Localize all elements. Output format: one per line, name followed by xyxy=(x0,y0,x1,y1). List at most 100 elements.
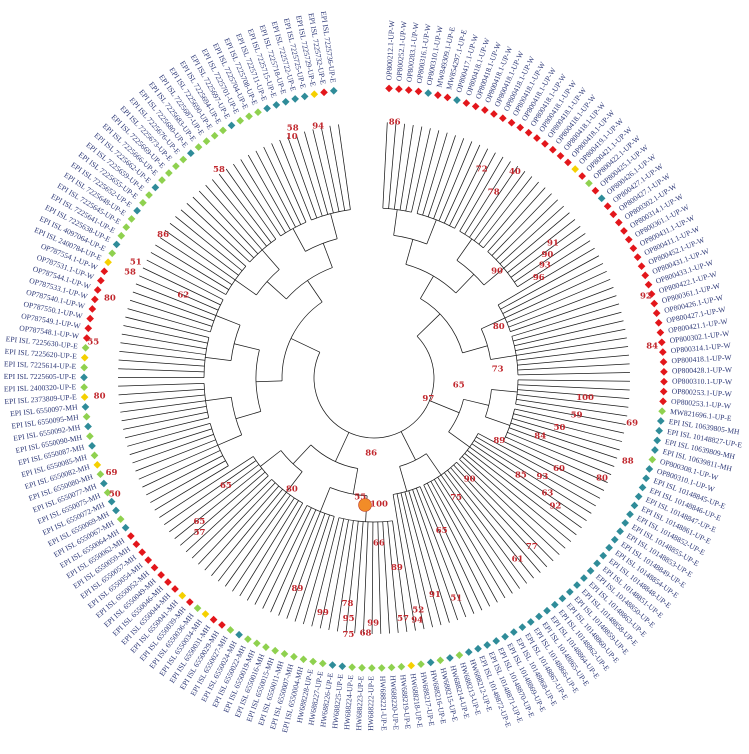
diamond-icon xyxy=(645,281,653,289)
tip-branch xyxy=(198,483,275,564)
diamond-icon xyxy=(660,368,668,376)
bootstrap-value: 72 xyxy=(476,165,488,175)
diamond-icon xyxy=(587,567,595,575)
diamond-icon xyxy=(128,215,136,223)
diamond-icon xyxy=(508,119,516,127)
internal-arc xyxy=(457,260,484,285)
bootstrap-value: 80 xyxy=(104,293,116,303)
diamond-icon xyxy=(211,132,219,140)
internal-branch xyxy=(320,488,330,512)
diamond-icon xyxy=(263,105,271,113)
diamond-icon xyxy=(89,305,97,313)
diamond-icon xyxy=(405,86,413,94)
diamond-icon xyxy=(300,655,308,663)
tip-branch xyxy=(516,338,627,356)
diamond-icon xyxy=(456,651,464,659)
internal-branch xyxy=(406,239,413,264)
diamond-icon xyxy=(658,338,666,346)
diamond-icon xyxy=(593,560,601,568)
diamond-icon xyxy=(388,664,396,672)
root-arc xyxy=(314,336,434,438)
tip-branch xyxy=(205,486,279,570)
diamond-icon xyxy=(453,96,461,104)
bootstrap-value: 75 xyxy=(342,630,354,640)
internal-arc xyxy=(406,264,456,293)
diamond-icon xyxy=(616,528,624,536)
diamond-icon xyxy=(631,502,639,510)
tip-branch xyxy=(212,180,266,247)
diamond-icon xyxy=(138,548,146,556)
internal-arc xyxy=(282,302,322,381)
tip-branch xyxy=(133,434,214,463)
bootstrap-value: 85 xyxy=(515,470,527,480)
diamond-icon xyxy=(320,89,328,97)
tip-branch xyxy=(122,334,207,349)
bootstrap-value: 95 xyxy=(343,614,355,624)
bootstrap-value: 65 xyxy=(193,517,205,527)
diamond-icon xyxy=(97,277,105,285)
bootstrap-value: 80 xyxy=(493,322,505,332)
diamond-icon xyxy=(178,592,186,600)
internal-branch xyxy=(293,229,305,252)
diamond-icon xyxy=(84,324,92,332)
diamond-icon xyxy=(592,187,600,195)
diamond-icon xyxy=(244,635,252,643)
bootstrap-value: 59 xyxy=(571,411,583,421)
diamond-icon xyxy=(108,249,116,257)
tip-branch xyxy=(513,414,622,442)
diamond-icon xyxy=(566,588,574,596)
diamond-icon xyxy=(653,437,661,445)
diamond-icon xyxy=(329,661,337,669)
internal-branch xyxy=(485,417,510,426)
diamond-icon xyxy=(395,85,403,93)
tip-branch xyxy=(434,479,505,598)
diamond-icon xyxy=(648,456,656,464)
diamond-icon xyxy=(519,623,527,631)
tip-branch xyxy=(428,135,455,217)
diamond-icon xyxy=(481,106,489,114)
diamond-icon xyxy=(144,556,152,564)
diamond-icon xyxy=(271,647,279,655)
tip-branch xyxy=(400,125,413,210)
bootstrap-value: 65 xyxy=(453,380,465,390)
diamond-icon xyxy=(490,110,498,118)
diamond-icon xyxy=(219,127,227,135)
diamond-icon xyxy=(604,202,612,210)
diamond-icon xyxy=(465,648,473,656)
diamond-icon xyxy=(309,658,317,666)
tip-branch xyxy=(225,495,290,586)
tip-branch xyxy=(515,329,625,350)
bootstrap-value: 51 xyxy=(130,257,142,267)
bootstrap-value: 91 xyxy=(547,239,559,249)
tip-branch xyxy=(517,355,629,365)
internal-branch xyxy=(426,454,441,475)
diamond-icon xyxy=(659,398,667,406)
diamond-icon xyxy=(657,329,665,337)
diamond-icon xyxy=(245,112,253,120)
bootstrap-value: 94 xyxy=(312,122,324,132)
diamond-icon xyxy=(415,88,423,96)
diamond-icon xyxy=(338,662,346,670)
internal-branch xyxy=(291,338,320,352)
tip-label: HW688221-UP-E xyxy=(378,676,388,731)
diamond-icon xyxy=(385,85,393,93)
tip-branch xyxy=(363,522,368,634)
bootstrap-value: 80 xyxy=(94,392,106,402)
diamond-icon xyxy=(186,598,194,606)
tip-branch xyxy=(142,450,220,487)
tip-label: HW688220-UP-E xyxy=(388,675,400,731)
diamond-icon xyxy=(91,296,99,304)
diamond-icon xyxy=(434,91,442,99)
diamond-icon xyxy=(80,383,88,391)
internal-branch xyxy=(236,411,261,418)
tip-label: HW688222-UP-E xyxy=(366,676,375,731)
internal-branch xyxy=(323,243,332,267)
tip-branch xyxy=(118,369,204,372)
tip-branch xyxy=(146,456,223,495)
tip-branch xyxy=(280,140,312,220)
tip-branch xyxy=(492,194,552,256)
bootstrap-value: 51 xyxy=(450,594,462,604)
tree-branches xyxy=(118,122,630,634)
bootstrap-value: 88 xyxy=(622,456,634,466)
